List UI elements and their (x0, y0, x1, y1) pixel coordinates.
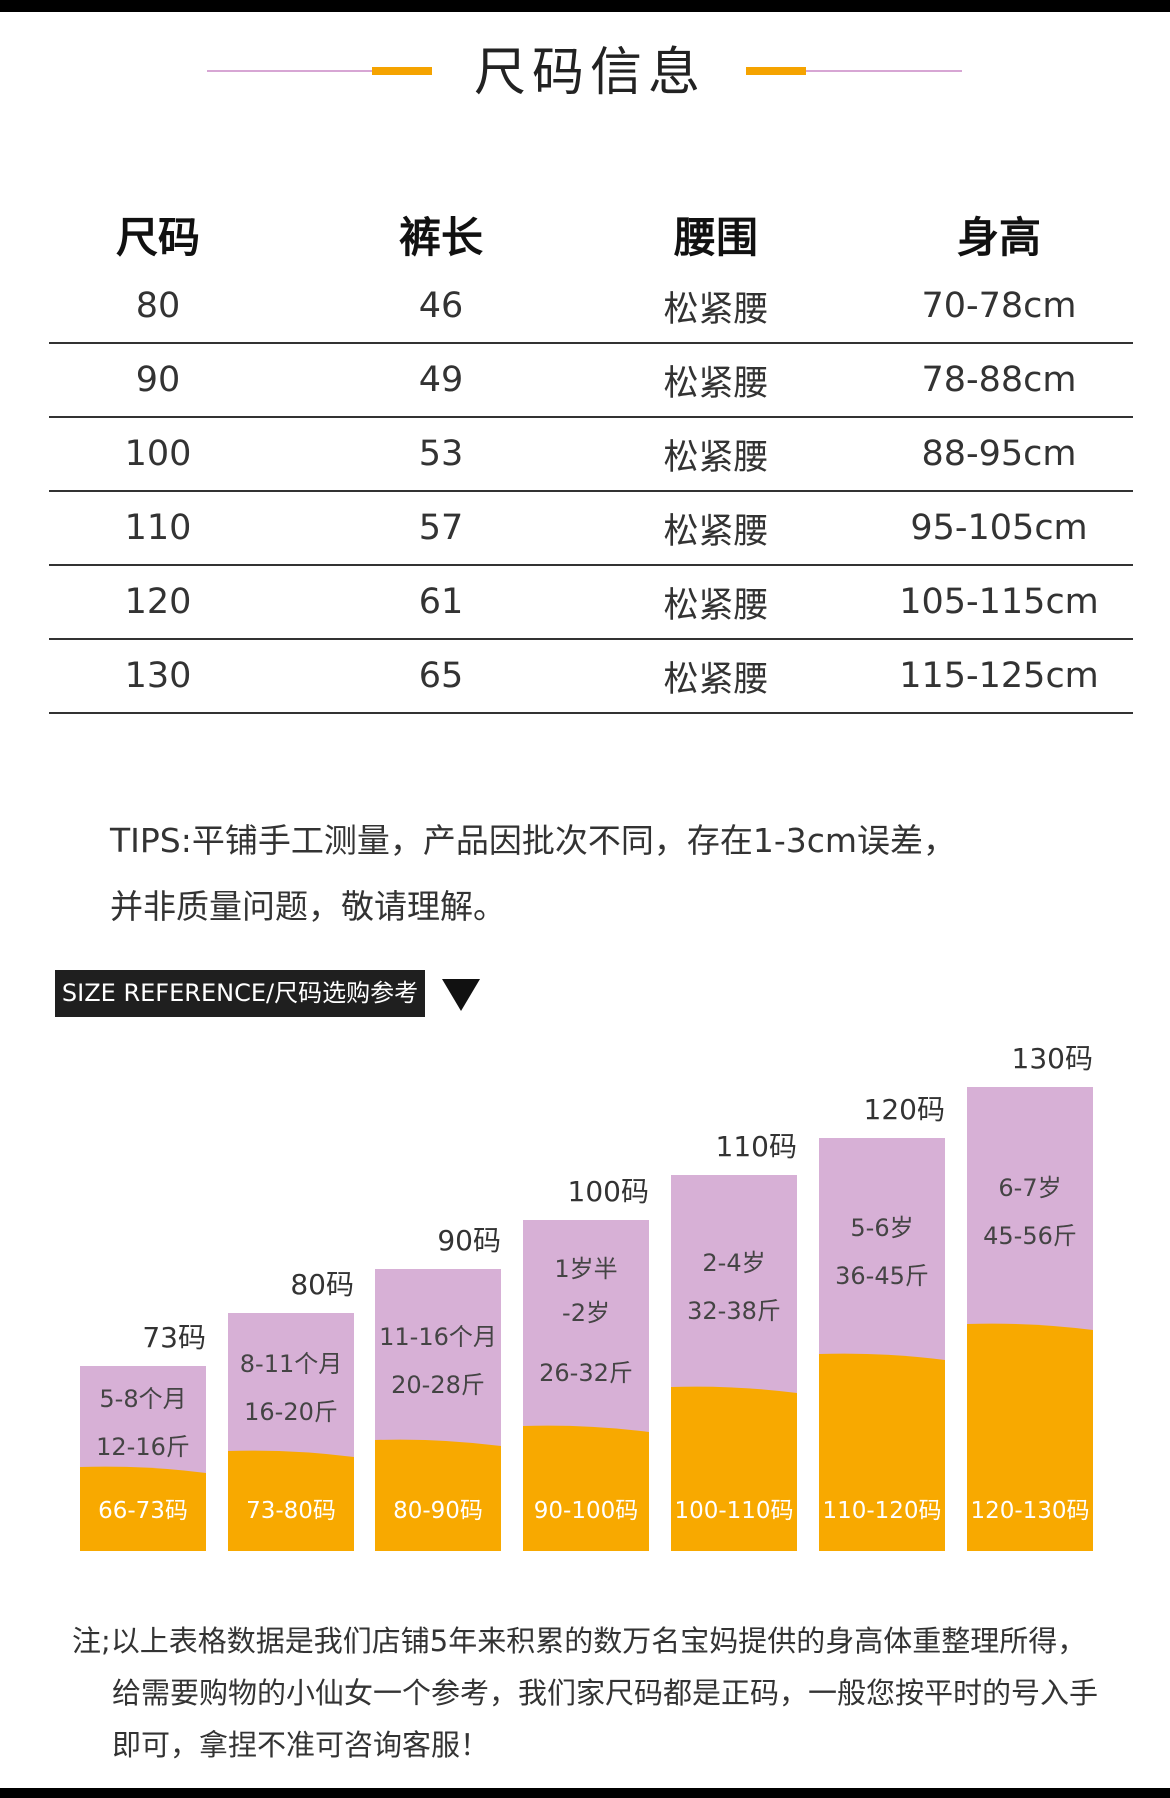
bar-age: 6-7岁 (998, 1173, 1062, 1202)
table-row: 100 53 松紧腰 88-95cm (49, 418, 1133, 492)
bar-age: 1岁半 (554, 1255, 618, 1283)
bar-weight: 20-28斤 (391, 1370, 485, 1399)
bar-age: 11-16个月 (379, 1322, 497, 1351)
size-bar: 1岁半 -2岁 26-32斤 90-100码 (523, 1220, 649, 1551)
bar-size-label: 110码 (715, 1130, 797, 1163)
size-bar: 2-4岁 32-38斤 100-110码 (671, 1175, 797, 1551)
cell-length: 49 (418, 360, 464, 400)
cell-waist: 松紧腰 (663, 363, 769, 404)
table-row: 80 46 松紧腰 70-78cm (49, 270, 1133, 344)
header-waist: 腰围 (673, 212, 758, 262)
bar-range: 90-100码 (533, 1498, 639, 1524)
cell-length: 46 (418, 286, 464, 326)
title-divider-right (746, 70, 962, 72)
size-table: 尺码 裤长 腰围 身高 80 46 松紧腰 70-78cm 90 49 松紧腰 … (49, 198, 1133, 714)
cell-waist: 松紧腰 (663, 437, 769, 478)
size-bar: 11-16个月 20-28斤 80-90码 (375, 1269, 501, 1551)
bar-size-label: 130码 (1011, 1042, 1093, 1075)
cell-length: 53 (418, 434, 464, 474)
bar-weight: 32-38斤 (687, 1297, 781, 1325)
bar-size-label: 100码 (567, 1175, 649, 1208)
table-row: 130 65 松紧腰 115-125cm (49, 640, 1133, 714)
size-bar: 5-6岁 36-45斤 110-120码 (819, 1138, 945, 1551)
bar-size-label: 120码 (863, 1093, 945, 1126)
bar-size-label: 73码 (142, 1321, 206, 1354)
cell-height: 105-115cm (899, 582, 1099, 622)
cell-height: 88-95cm (921, 434, 1077, 474)
tips-text: TIPS:平铺手工测量，产品因批次不同，存在1-3cm误差， 并非质量问题，敬请… (110, 808, 1110, 940)
bar-fill (671, 1386, 797, 1551)
note-line-3: 即可，拿捏不准可咨询客服！ (112, 1728, 490, 1762)
title-accent-left (372, 67, 432, 75)
cell-length: 57 (418, 508, 464, 548)
bar-size-label: 80码 (290, 1268, 354, 1301)
cell-size: 120 (124, 582, 192, 622)
bar-fill (967, 1323, 1093, 1551)
bar-range: 73-80码 (246, 1498, 336, 1524)
cell-length: 61 (418, 582, 464, 622)
bar-size-label: 90码 (437, 1224, 501, 1257)
tips-line-1: TIPS:平铺手工测量，产品因批次不同，存在1-3cm误差， (110, 821, 957, 860)
size-bar: 5-8个月 12-16斤 66-73码 (80, 1366, 206, 1551)
bar-age: 5-6岁 (850, 1214, 914, 1242)
tips-line-2: 并非质量问题，敬请理解。 (110, 887, 506, 926)
cell-height: 115-125cm (899, 656, 1099, 696)
table-row: 120 61 松紧腰 105-115cm (49, 566, 1133, 640)
table-row: 110 57 松紧腰 95-105cm (49, 492, 1133, 566)
bar-fill (228, 1450, 354, 1551)
note-line-1: 注;以上表格数据是我们店铺5年来积累的数万名宝妈提供的身高体重整理所得， (72, 1624, 1087, 1658)
cell-waist: 松紧腰 (663, 511, 769, 552)
cell-height: 95-105cm (910, 508, 1088, 548)
bar-range: 100-110码 (674, 1498, 794, 1524)
size-bar: 8-11个月 16-20斤 73-80码 (228, 1313, 354, 1551)
page-title: 尺码信息 (473, 43, 706, 103)
bar-fill (80, 1466, 206, 1551)
size-bar: 6-7岁 45-56斤 120-130码 (967, 1087, 1093, 1551)
bar-weight: 45-56斤 (983, 1221, 1077, 1250)
title-divider-left (207, 70, 432, 72)
bar-range: 66-73码 (98, 1498, 188, 1524)
header-length: 裤长 (398, 212, 483, 262)
bar-age: 2-4岁 (702, 1249, 766, 1277)
bar-weight: 16-20斤 (244, 1398, 338, 1426)
cell-waist: 松紧腰 (663, 659, 769, 700)
bar-range: 120-130码 (970, 1498, 1090, 1524)
bar-age: 5-8个月 (99, 1384, 187, 1413)
cell-height: 70-78cm (921, 286, 1077, 326)
header-size: 尺码 (115, 212, 200, 262)
table-row: 90 49 松紧腰 78-88cm (49, 344, 1133, 418)
header-height: 身高 (956, 212, 1041, 262)
title-accent-right (746, 67, 806, 75)
size-reference-badge: SIZE REFERENCE/尺码选购参考 (55, 970, 425, 1017)
bar-weight: 26-32斤 (539, 1359, 633, 1387)
cell-size: 110 (124, 508, 192, 548)
cell-size: 80 (135, 286, 181, 326)
cell-size: 90 (135, 360, 181, 400)
cell-height: 78-88cm (921, 360, 1077, 400)
bar-age-line-2: -2岁 (562, 1299, 610, 1327)
bar-range: 110-120码 (822, 1498, 942, 1524)
cell-waist: 松紧腰 (663, 289, 769, 330)
bar-age: 8-11个月 (239, 1350, 343, 1378)
note-text: 注;以上表格数据是我们店铺5年来积累的数万名宝妈提供的身高体重整理所得， 给需要… (72, 1615, 1132, 1771)
cell-size: 100 (124, 434, 192, 474)
bottom-border (0, 1788, 1170, 1798)
cell-size: 130 (124, 656, 192, 696)
table-header-row: 尺码 裤长 腰围 身高 (49, 198, 1133, 270)
bar-fill (523, 1425, 649, 1551)
top-border (0, 0, 1170, 12)
bar-fill (375, 1439, 501, 1551)
bar-weight: 36-45斤 (835, 1262, 929, 1290)
bar-weight: 12-16斤 (96, 1432, 190, 1461)
bar-range: 80-90码 (393, 1498, 483, 1524)
bar-fill (819, 1353, 945, 1551)
note-line-2: 给需要购物的小仙女一个参考，我们家尺码都是正码，一般您按平时的号入手 (112, 1676, 1099, 1710)
cell-waist: 松紧腰 (663, 585, 769, 626)
down-triangle-icon (442, 979, 480, 1011)
cell-length: 65 (418, 656, 464, 696)
